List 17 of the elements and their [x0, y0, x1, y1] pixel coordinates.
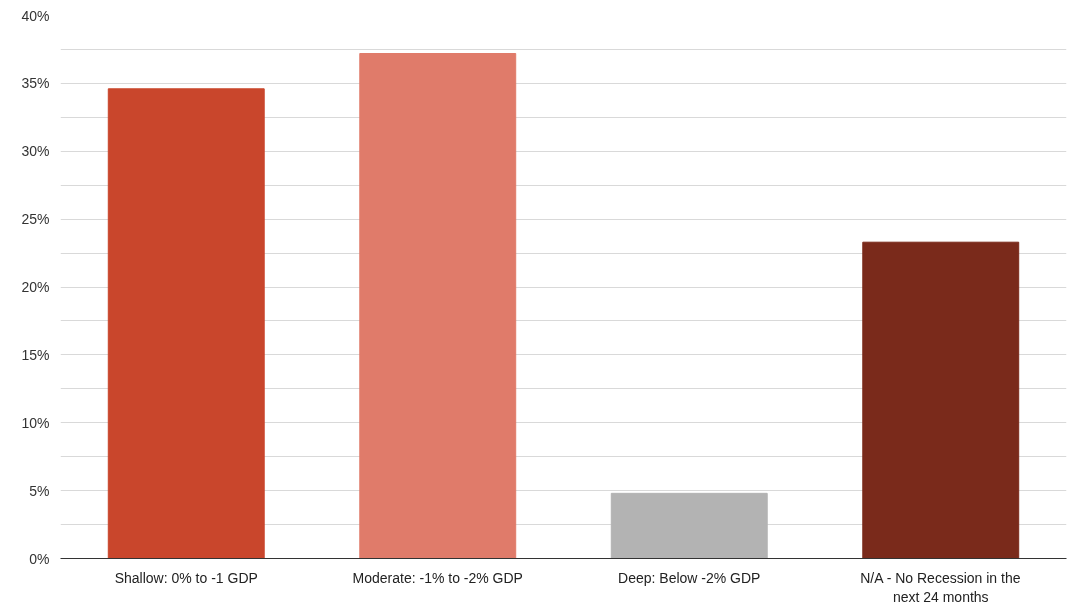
y-tick-label: 15% [21, 346, 50, 363]
y-tick-label: 10% [21, 414, 50, 431]
y-tick-label: 35% [21, 75, 50, 92]
y-tick-label: 25% [21, 211, 50, 228]
x-tick-label: N/A - No Recession in the next 24 months [860, 569, 1021, 605]
bar [862, 241, 1020, 559]
y-tick-label: 30% [21, 143, 50, 160]
y-tick-label: 5% [29, 482, 50, 499]
y-tick-label: 20% [21, 279, 50, 295]
x-tick-label: Moderate: -1% to -2% GDP [352, 569, 523, 586]
x-tick-label: Deep: Below -2% GDP [618, 569, 761, 586]
bar [107, 88, 265, 559]
bar [359, 53, 517, 559]
bar [610, 492, 768, 559]
x-tick-label: Shallow: 0% to -1 GDP [114, 569, 258, 586]
y-tick-label: 40% [21, 7, 50, 24]
y-tick-label: 0% [29, 550, 50, 567]
